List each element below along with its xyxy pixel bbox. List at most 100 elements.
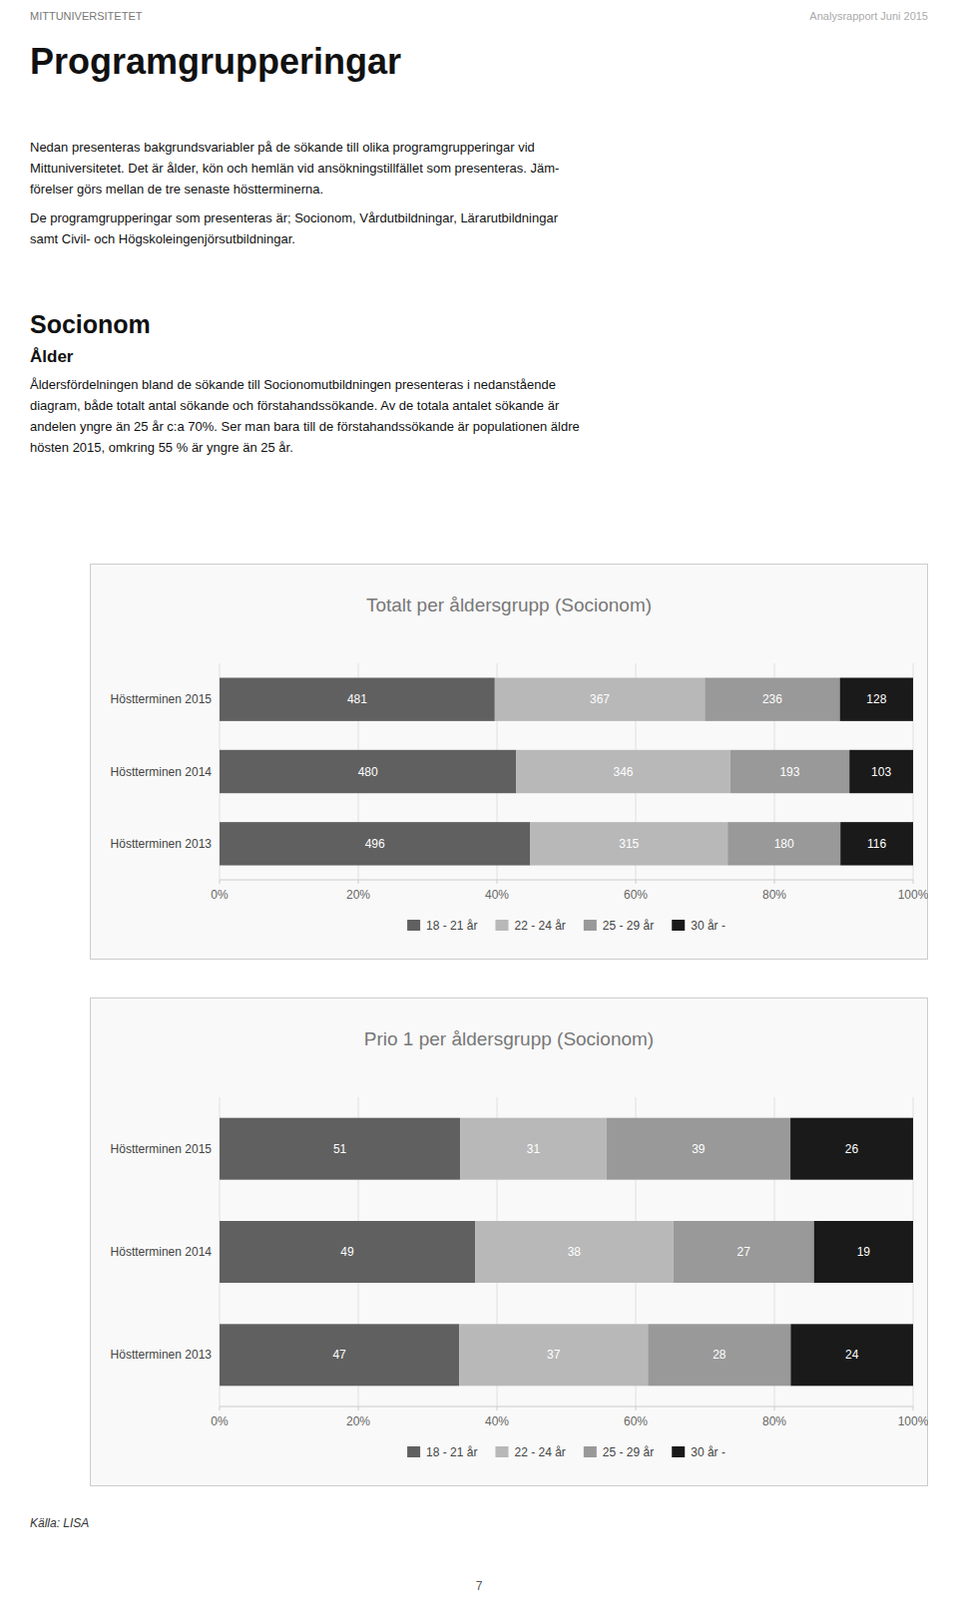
chart-box xyxy=(90,564,929,960)
tick-label: 40% xyxy=(484,1415,509,1430)
chart-title: Prio 1 per åldersgrupp (Socionom) xyxy=(364,1028,654,1050)
tick-label: 0% xyxy=(210,1415,229,1430)
tick-mark xyxy=(219,1407,221,1412)
legend-swatch xyxy=(671,1446,685,1458)
legend-label: 25 - 29 år xyxy=(602,1445,654,1460)
data-label: 180 xyxy=(774,837,795,852)
data-label: 19 xyxy=(857,1245,872,1260)
data-label: 51 xyxy=(333,1142,348,1157)
tick-label: 0% xyxy=(210,888,229,903)
tick-label: 100% xyxy=(898,888,929,903)
data-label: 38 xyxy=(567,1245,582,1260)
tick-label: 80% xyxy=(762,888,787,903)
data-label: 31 xyxy=(526,1142,541,1157)
legend-swatch xyxy=(583,920,597,932)
tick-label: 60% xyxy=(623,1415,648,1430)
bars xyxy=(219,677,914,866)
tick-mark xyxy=(496,880,498,885)
bar xyxy=(494,677,705,721)
bar xyxy=(849,750,914,794)
legend-item: 18 - 21 år xyxy=(407,919,478,934)
bar xyxy=(219,822,530,866)
tick-mark xyxy=(774,880,776,885)
legend-label: 22 - 24 år xyxy=(513,1445,565,1460)
page-title: Programgrupperingar xyxy=(29,39,402,83)
tick-mark xyxy=(635,1407,637,1412)
tick-label: 80% xyxy=(762,1415,787,1430)
category-label: Höstterminen 2015 xyxy=(110,692,213,707)
tick-label: 20% xyxy=(346,888,371,903)
bar xyxy=(840,822,914,866)
bar xyxy=(475,1221,674,1284)
data-label: 47 xyxy=(332,1348,347,1363)
intro-text: De programgrupperingar som presenteras ä… xyxy=(29,210,558,227)
tick-label: 60% xyxy=(623,888,648,903)
bar xyxy=(790,1118,914,1181)
data-label: 496 xyxy=(365,837,386,852)
header-right: Analysrapport Juni 2015 xyxy=(809,9,929,23)
footer: Källa: LISA xyxy=(29,1516,89,1531)
legend-label: 30 år - xyxy=(690,919,726,934)
body-text: diagram, både totalt antal sökande och f… xyxy=(29,398,559,415)
tick-mark xyxy=(496,1407,498,1412)
data-label: 315 xyxy=(618,837,639,852)
legend: 18 - 21 år22 - 24 år25 - 29 år30 år - xyxy=(407,919,726,934)
legend-swatch xyxy=(494,1446,508,1458)
x-axis xyxy=(219,880,914,882)
bar xyxy=(727,822,841,866)
legend-swatch xyxy=(494,920,508,932)
bar xyxy=(529,822,728,866)
intro-text: samt Civil- och Högskoleingenjörsutbildn… xyxy=(29,231,296,248)
section-title: Socionom xyxy=(29,309,151,340)
category-label: Höstterminen 2013 xyxy=(110,837,213,852)
data-label: 193 xyxy=(779,765,800,780)
bar xyxy=(730,750,851,794)
tick-label: 40% xyxy=(484,888,509,903)
legend-item: 22 - 24 år xyxy=(494,1445,565,1460)
chart-title: Totalt per åldersgrupp (Socionom) xyxy=(366,594,652,616)
data-label: 236 xyxy=(762,692,783,707)
bar xyxy=(219,1324,460,1387)
data-labels: 481367236128480346193103496315180116 xyxy=(347,692,893,852)
data-label: 39 xyxy=(691,1142,706,1157)
data-label: 28 xyxy=(712,1348,727,1363)
category-label: Höstterminen 2013 xyxy=(110,1348,213,1363)
bar xyxy=(459,1324,648,1387)
data-labels: 513139264938271947372824 xyxy=(332,1142,871,1364)
tick-mark xyxy=(219,880,221,885)
bar xyxy=(460,1118,607,1181)
legend-item: 30 år - xyxy=(671,919,726,934)
tick-label: 20% xyxy=(346,1415,371,1430)
legend-item: 30 år - xyxy=(671,1445,726,1460)
bar xyxy=(515,750,730,794)
tick-mark xyxy=(913,880,915,885)
bar xyxy=(606,1118,791,1181)
data-label: 480 xyxy=(358,765,379,780)
data-label: 103 xyxy=(871,765,892,780)
subsection-title: Ålder xyxy=(29,347,73,368)
tick-mark xyxy=(358,880,360,885)
legend-item: 22 - 24 år xyxy=(494,919,565,934)
data-label: 24 xyxy=(845,1348,860,1363)
bar xyxy=(219,1118,461,1181)
legend-swatch xyxy=(583,1446,597,1458)
x-axis xyxy=(219,1407,914,1409)
intro-text: Nedan presenteras bakgrundsvariabler på … xyxy=(29,139,535,156)
legend-swatch xyxy=(407,1446,421,1458)
legend-label: 30 år - xyxy=(690,1445,726,1460)
chart: Prio 1 per åldersgrupp (Socionom) 0% 20% 40… xyxy=(89,997,929,1487)
tick-label: 100% xyxy=(898,1415,929,1430)
body-text: andelen yngre än 25 år c:a 70%. Ser man … xyxy=(29,419,580,436)
tick-mark xyxy=(635,880,637,885)
bar xyxy=(790,1324,914,1387)
bar xyxy=(814,1221,914,1284)
tick-mark xyxy=(774,1407,776,1412)
legend-label: 18 - 21 år xyxy=(426,919,478,934)
body-text: Åldersfördelningen bland de sökande till… xyxy=(29,377,556,394)
data-label: 367 xyxy=(589,692,610,707)
header-left: MITTUNIVERSITETET xyxy=(29,9,142,23)
legend-item: 25 - 29 år xyxy=(583,1445,654,1460)
data-label: 346 xyxy=(612,765,633,780)
intro-text: Mittuniversitetet. Det är ålder, kön och… xyxy=(29,160,559,177)
data-label: 481 xyxy=(347,692,368,707)
